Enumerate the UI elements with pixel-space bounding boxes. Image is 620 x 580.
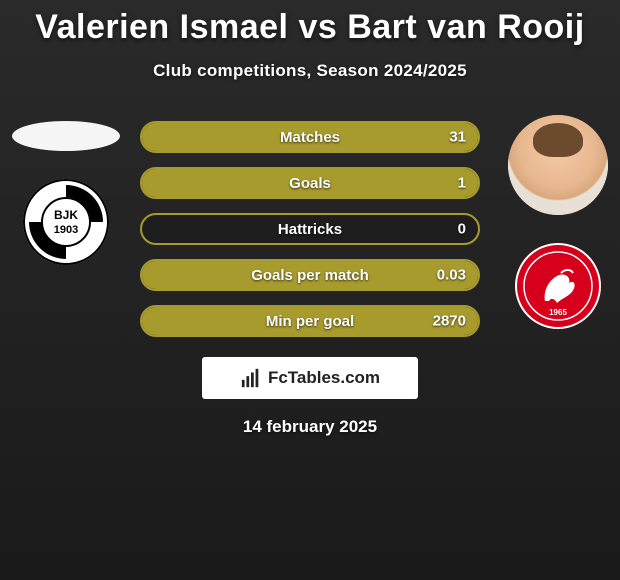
- left-club-badge: BJK 1903: [23, 179, 109, 265]
- stat-row: Goals per match 0.03: [140, 259, 480, 291]
- twente-badge-icon: 1965: [515, 243, 601, 329]
- watermark: FcTables.com: [202, 357, 418, 399]
- besiktas-badge-icon: BJK 1903: [23, 179, 109, 265]
- stat-label: Hattricks: [278, 221, 342, 238]
- stat-label: Matches: [280, 129, 340, 146]
- right-player-avatar: [508, 115, 608, 215]
- stat-right-value: 0.03: [437, 267, 466, 284]
- stat-label: Goals per match: [251, 267, 369, 284]
- stat-row: Goals 1: [140, 167, 480, 199]
- stat-right-value: 31: [449, 129, 466, 146]
- right-player-column: 1965: [508, 115, 608, 329]
- stat-right-value: 1: [458, 175, 466, 192]
- stat-row: Hattricks 0: [140, 213, 480, 245]
- watermark-text: FcTables.com: [268, 368, 380, 388]
- stat-row: Matches 31: [140, 121, 480, 153]
- subtitle: Club competitions, Season 2024/2025: [0, 61, 620, 81]
- left-player-column: BJK 1903: [12, 115, 120, 265]
- page-title: Valerien Ismael vs Bart van Rooij: [0, 0, 620, 47]
- svg-text:1965: 1965: [549, 308, 567, 317]
- right-club-badge: 1965: [515, 243, 601, 329]
- stat-label: Goals: [289, 175, 331, 192]
- stat-right-value: 2870: [433, 313, 466, 330]
- chart-icon: [240, 367, 262, 389]
- svg-text:BJK: BJK: [54, 208, 78, 222]
- face-icon: [508, 115, 608, 215]
- svg-text:1903: 1903: [54, 224, 78, 236]
- stat-row: Min per goal 2870: [140, 305, 480, 337]
- left-player-avatar: [12, 121, 120, 151]
- stat-label: Min per goal: [266, 313, 354, 330]
- stat-right-value: 0: [458, 221, 466, 238]
- date-text: 14 february 2025: [0, 417, 620, 437]
